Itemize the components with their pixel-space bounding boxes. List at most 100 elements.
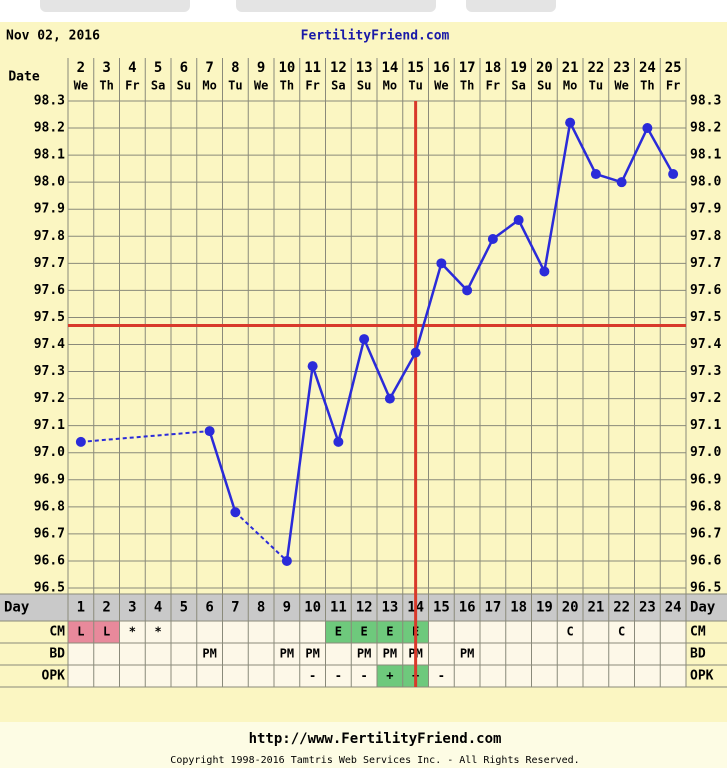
date-number: 17 [459, 60, 476, 76]
weekday: Th [99, 79, 113, 93]
point [642, 123, 653, 134]
weekday: Fr [125, 79, 139, 93]
y-tick-label-right: 98.0 [690, 175, 721, 190]
x-tick-label: 6 [205, 600, 213, 616]
cell-text: PM [383, 647, 397, 661]
y-tick-label: 98.2 [34, 121, 65, 136]
y-tick-label: 98.1 [34, 148, 65, 163]
point [384, 393, 395, 404]
point [359, 334, 370, 345]
row-label-right: OPK [690, 669, 714, 684]
cell-text: + [386, 669, 393, 683]
weekday: Tu [228, 79, 242, 93]
point [565, 117, 576, 128]
tab [466, 0, 556, 12]
x-tick-label: 5 [180, 600, 188, 616]
y-tick-label-right: 98.1 [690, 148, 721, 163]
y-tick-label: 97.4 [34, 337, 65, 352]
weekday: We [614, 79, 628, 93]
date-number: 19 [510, 60, 527, 76]
cell-highlight [68, 621, 94, 643]
cell-text: PM [202, 647, 216, 661]
y-tick-label-right: 96.8 [690, 499, 721, 514]
x-tick-label: 1 [77, 600, 85, 616]
date-number: 10 [278, 60, 295, 76]
cell-text: * [155, 625, 162, 639]
cell-highlight [351, 621, 377, 643]
line [208, 430, 237, 513]
x-tick-label: 23 [639, 600, 656, 616]
date-number: 12 [330, 60, 347, 76]
point [616, 177, 627, 188]
weekday: Th [640, 79, 654, 93]
point [410, 347, 421, 358]
date-number: 14 [381, 60, 398, 76]
site-title: FertilityFriend.com [301, 29, 450, 44]
cell-text: L [103, 625, 110, 639]
cell-text: - [361, 669, 368, 683]
date-number: 4 [128, 60, 136, 76]
point [204, 426, 215, 437]
point [590, 169, 601, 180]
row-label-right: BD [690, 647, 706, 662]
y-tick-label: 96.8 [34, 499, 65, 514]
y-tick-label-right: 97.0 [690, 445, 721, 460]
y-tick-label: 97.8 [34, 229, 65, 244]
date-number: 6 [180, 60, 188, 76]
weekday: We [74, 79, 88, 93]
gap-connector [80, 430, 210, 443]
cell-highlight [93, 621, 120, 643]
date-number: 25 [665, 60, 682, 76]
weekday: Th [280, 79, 294, 93]
cell-text: PM [280, 647, 294, 661]
y-tick-label: 97.5 [34, 310, 65, 325]
x-tick-label: 11 [330, 600, 347, 616]
weekday: Tu [589, 79, 603, 93]
weekday: Th [460, 79, 474, 93]
cell-text: PM [460, 647, 474, 661]
cell-text: E [335, 625, 342, 639]
y-tick-label-right: 97.2 [690, 391, 721, 406]
cell-text: PM [357, 647, 371, 661]
x-tick-label: 12 [356, 600, 373, 616]
y-tick-label-right: 96.5 [690, 581, 721, 596]
y-tick-label: 97.7 [34, 256, 65, 271]
y-tick-label-right: 97.7 [690, 256, 721, 271]
y-tick-label-right: 97.4 [690, 337, 721, 352]
weekday: We [434, 79, 448, 93]
x-tick-label: 19 [536, 600, 553, 616]
date-number: 2 [77, 60, 85, 76]
y-tick-label: 97.9 [34, 202, 65, 217]
date-number: 5 [154, 60, 162, 76]
x-tick-label: 18 [510, 600, 527, 616]
date-number: 9 [257, 60, 265, 76]
weekday: Tu [408, 79, 422, 93]
y-tick-label: 97.1 [34, 418, 65, 433]
weekday: Sa [331, 79, 345, 93]
x-tick-label: 3 [128, 600, 136, 616]
point [75, 436, 86, 447]
weekday: Fr [666, 79, 680, 93]
chart-date: Nov 02, 2016 [6, 29, 100, 44]
y-tick-label-right: 96.7 [690, 526, 721, 541]
y-tick-label: 96.7 [34, 526, 65, 541]
point [230, 507, 241, 518]
weekday: Su [357, 79, 371, 93]
row-label: BD [49, 647, 65, 662]
row-label: CM [49, 625, 65, 640]
day-label-right: Day [690, 600, 716, 616]
y-tick-label-right: 97.3 [690, 364, 721, 379]
cell-text: E [386, 625, 393, 639]
row-label: OPK [42, 669, 66, 684]
weekday: Fr [486, 79, 500, 93]
weekday: Su [537, 79, 551, 93]
point [307, 361, 318, 372]
date-number: 22 [587, 60, 604, 76]
y-tick-label-right: 98.3 [690, 94, 721, 109]
footer-url: http://www.FertilityFriend.com [249, 731, 502, 747]
cell-text: E [361, 625, 368, 639]
y-tick-label: 98.3 [34, 94, 65, 109]
date-number: 21 [562, 60, 579, 76]
